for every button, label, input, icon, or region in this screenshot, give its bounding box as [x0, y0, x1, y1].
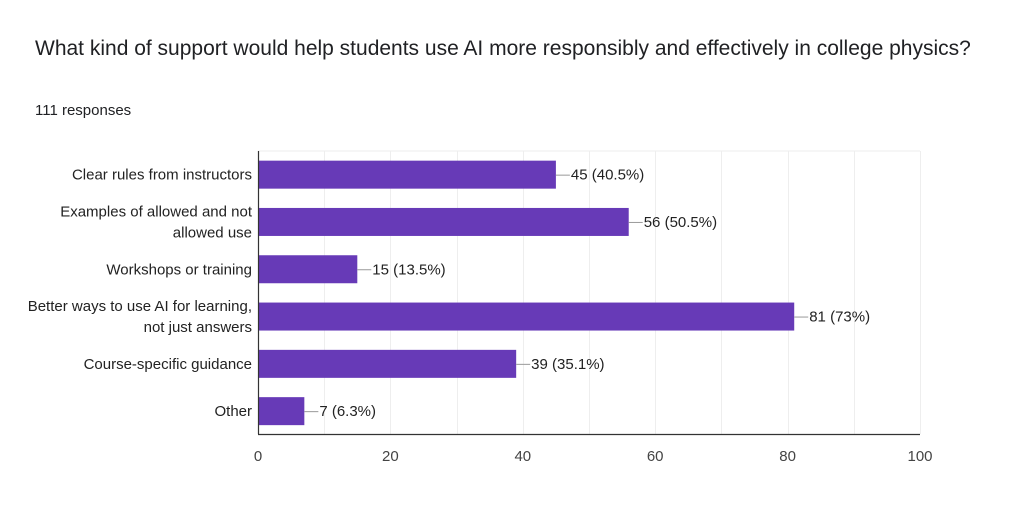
category-label: Examples of allowed and not allowed use: [60, 203, 253, 241]
category-label: Course-specific guidance: [84, 356, 252, 373]
value-label: 81 (73%): [809, 309, 870, 326]
bar: [258, 255, 358, 284]
chart-title: What kind of support would help students…: [35, 37, 971, 60]
value-label: 39 (35.1%): [531, 356, 604, 373]
bar: [258, 207, 629, 236]
value-label: 15 (13.5%): [372, 261, 445, 278]
x-tick-label: 20: [382, 448, 399, 465]
x-tick-label: 60: [647, 448, 664, 465]
x-tick-label: 80: [779, 448, 796, 465]
category-label: Workshops or training: [106, 261, 252, 278]
category-label: Better ways to use AI for learning, not j…: [28, 298, 252, 336]
x-tick-label: 0: [254, 448, 262, 465]
value-label: 7 (6.3%): [319, 403, 376, 420]
category-label: Clear rules from instructors: [72, 167, 252, 184]
bar: [258, 349, 517, 378]
category-label: Other: [214, 403, 252, 420]
bar: [258, 160, 556, 189]
x-tick-label: 40: [514, 448, 531, 465]
response-count: 111 responses: [35, 102, 132, 119]
value-label: 45 (40.5%): [571, 167, 644, 184]
value-label: 56 (50.5%): [644, 214, 717, 231]
x-tick-label: 100: [907, 448, 932, 465]
bar: [258, 302, 795, 331]
bar: [258, 397, 305, 426]
